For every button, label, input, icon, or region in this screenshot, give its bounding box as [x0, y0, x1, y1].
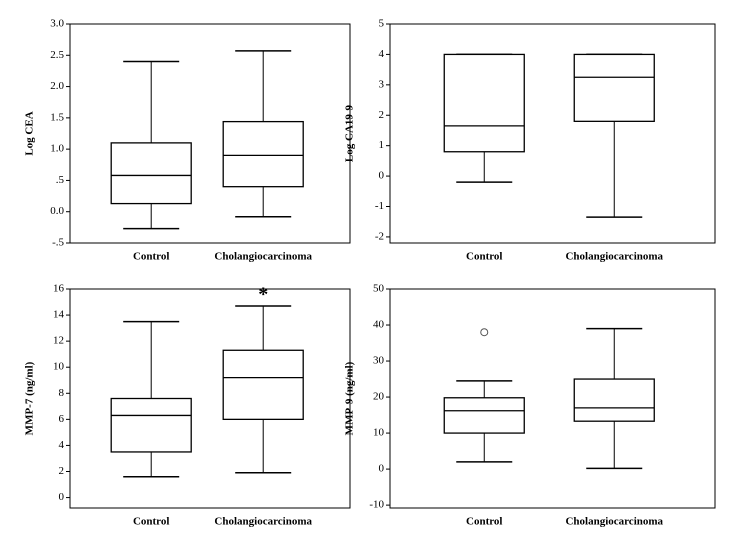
- x-tick-label: Cholangiocarcinoma: [565, 516, 663, 528]
- box: [573, 53, 655, 122]
- y-tick-label: 6: [59, 413, 65, 425]
- y-tick-label: 4: [379, 48, 385, 60]
- y-tick-label: 3: [379, 78, 385, 90]
- y-tick-label: 8: [59, 387, 65, 399]
- x-tick-label: Control: [466, 516, 502, 528]
- y-tick-label: 20: [373, 391, 385, 403]
- y-tick-label: -1: [375, 200, 384, 212]
- y-axis-label: MMP-7 (ng/ml): [24, 361, 36, 435]
- y-tick-label: 30: [373, 355, 385, 367]
- y-tick-label: 3.0: [50, 18, 64, 30]
- x-tick-label: Cholangiocarcinoma: [565, 251, 663, 263]
- x-tick-label: Control: [133, 251, 169, 263]
- y-tick-label: -.5: [52, 237, 64, 249]
- y-tick-label: 2: [379, 109, 385, 121]
- box: [110, 142, 192, 205]
- box: [222, 120, 304, 188]
- plot-frame: [389, 288, 716, 509]
- y-tick-label: -10: [369, 499, 384, 511]
- y-tick-label: 16: [53, 283, 65, 295]
- box: [573, 378, 655, 422]
- y-tick-label: 12: [53, 335, 64, 347]
- box: [110, 397, 192, 453]
- x-tick-label: Control: [466, 251, 502, 263]
- y-tick-label: 1: [379, 139, 385, 151]
- y-tick-label: 1.5: [50, 111, 64, 123]
- y-tick-label: 2.5: [50, 49, 64, 61]
- y-tick-label: 4: [59, 439, 65, 451]
- y-tick-label: 1.0: [50, 143, 64, 155]
- box: [222, 349, 304, 421]
- outlier: [480, 328, 489, 337]
- box: [443, 397, 525, 434]
- y-tick-label: 14: [53, 309, 65, 321]
- y-tick-label: 0: [379, 463, 385, 475]
- box: [443, 53, 525, 153]
- plot-frame: [69, 23, 351, 244]
- y-tick-label: 0.0: [50, 205, 64, 217]
- y-tick-label: 5: [379, 18, 385, 30]
- y-tick-label: 2.0: [50, 80, 64, 92]
- y-tick-label: -2: [375, 230, 384, 242]
- y-tick-label: 50: [373, 283, 385, 295]
- y-tick-label: .5: [56, 174, 65, 186]
- plot-frame: [69, 288, 351, 509]
- y-axis-label: Log CA19-9: [344, 104, 356, 162]
- y-tick-label: 40: [373, 319, 385, 331]
- y-tick-label: 0: [379, 170, 385, 182]
- y-tick-label: 2: [59, 465, 65, 477]
- x-tick-label: Cholangiocarcinoma: [214, 516, 312, 528]
- y-tick-label: 10: [373, 427, 385, 439]
- x-tick-label: Cholangiocarcinoma: [214, 251, 312, 263]
- plot-frame: [389, 23, 716, 244]
- y-tick-label: 10: [53, 361, 65, 373]
- annotation: *: [258, 284, 268, 306]
- y-axis-label: Log CEA: [24, 111, 36, 155]
- x-tick-label: Control: [133, 516, 169, 528]
- y-axis-label: MMP-9 (ng/ml): [344, 361, 356, 435]
- y-tick-label: 0: [59, 491, 65, 503]
